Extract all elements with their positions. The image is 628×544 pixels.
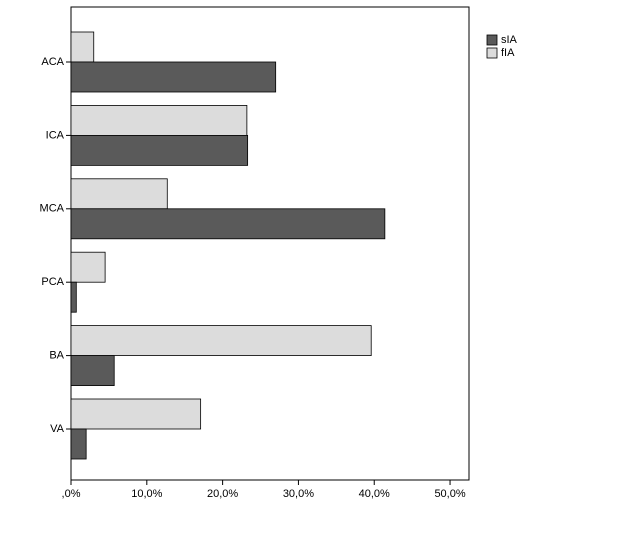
plot-frame: [70, 6, 470, 481]
legend-swatch: [486, 34, 498, 46]
bar: [70, 134, 249, 166]
x-tick-label: ,0%: [62, 488, 81, 500]
y-tick-label: BA: [49, 350, 64, 362]
bar: [70, 325, 372, 357]
x-tick-label: 30,0%: [283, 488, 314, 500]
bar: [70, 105, 248, 136]
x-tick-label: 20,0%: [207, 488, 238, 500]
bar: [70, 178, 168, 210]
legend-swatch: [486, 47, 498, 59]
y-tick-label: MCA: [40, 203, 65, 215]
bar: [70, 251, 106, 283]
bar: [70, 31, 95, 63]
y-tick-label: ACA: [41, 56, 64, 68]
x-tick-label: 50,0%: [434, 488, 465, 500]
bar: [70, 281, 77, 313]
legend-label: fIA: [501, 47, 515, 59]
y-tick-label: PCA: [41, 276, 64, 288]
bar: [70, 398, 202, 430]
y-tick-label: VA: [50, 423, 65, 435]
y-tick-label: ICA: [46, 129, 65, 141]
x-tick-label: 10,0%: [131, 488, 162, 500]
bar: [70, 428, 87, 460]
x-tick-label: 40,0%: [359, 488, 390, 500]
bar: [70, 61, 277, 93]
bar: [70, 208, 386, 240]
bar: [70, 355, 115, 387]
legend-label: sIA: [501, 34, 518, 46]
